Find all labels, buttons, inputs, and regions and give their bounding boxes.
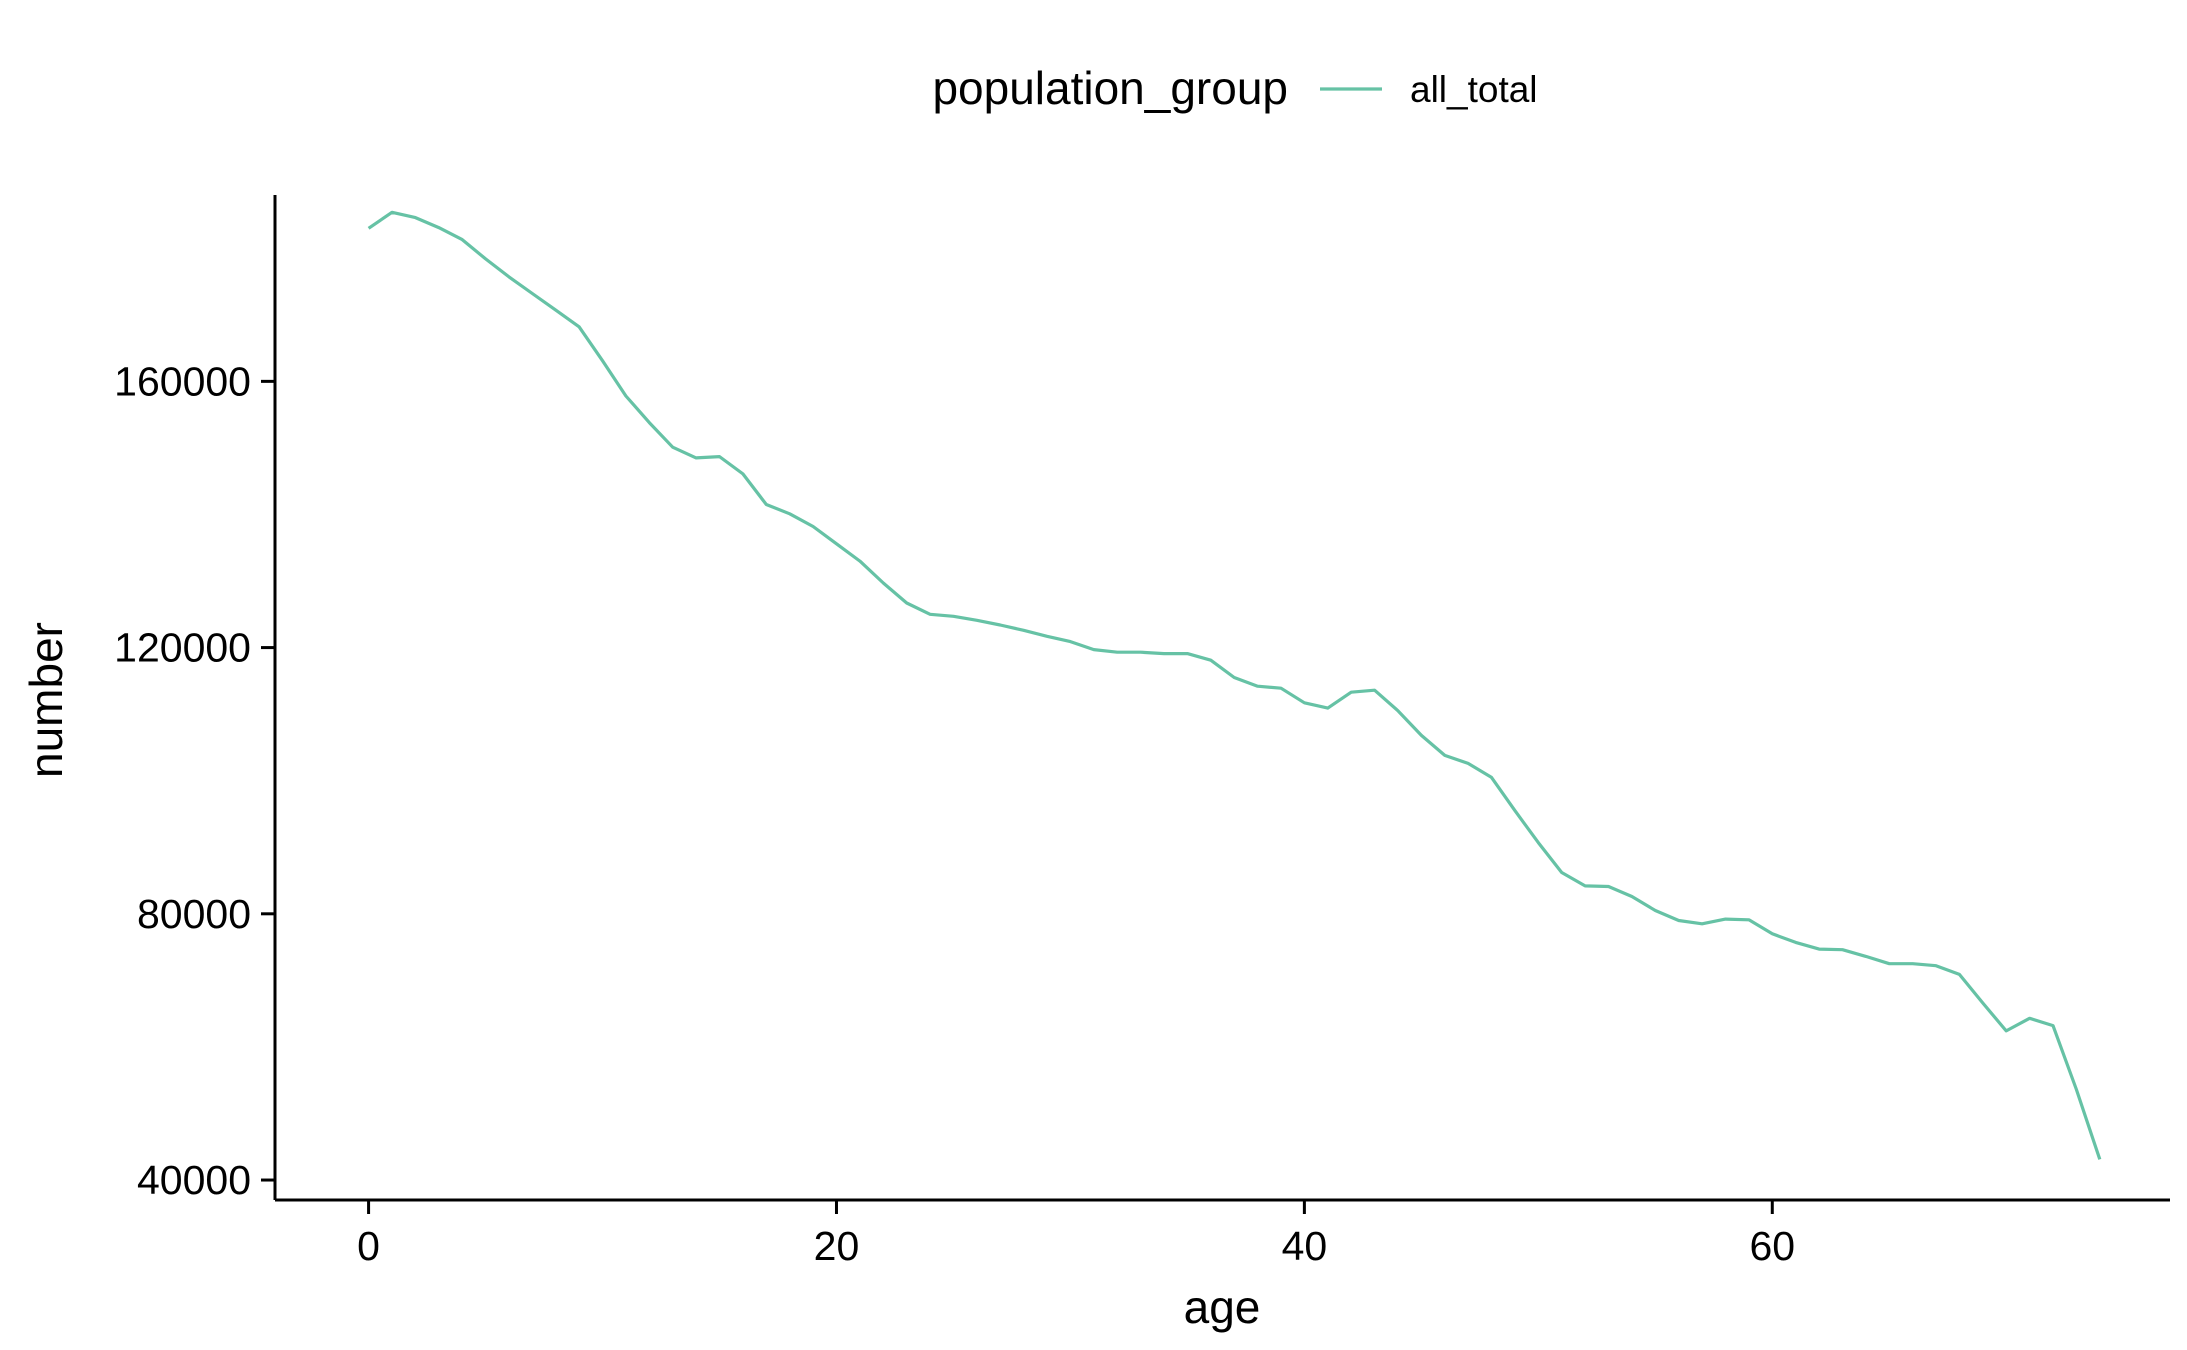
legend: population_group all_total bbox=[932, 62, 1537, 114]
x-axis-ticks: 0 20 40 60 bbox=[357, 1200, 1795, 1269]
x-tick-label: 40 bbox=[1282, 1223, 1328, 1269]
plot-area bbox=[367, 210, 2102, 1160]
series-line-all-total bbox=[367, 210, 2102, 1160]
x-tick-label: 0 bbox=[357, 1223, 380, 1269]
y-axis-ticks: 40000 80000 120000 160000 bbox=[114, 358, 275, 1203]
legend-title: population_group bbox=[932, 62, 1288, 114]
x-tick-label: 20 bbox=[814, 1223, 860, 1269]
legend-label-all-total: all_total bbox=[1410, 69, 1538, 110]
y-axis-title: number bbox=[20, 622, 72, 778]
x-axis-title: age bbox=[1184, 1281, 1261, 1333]
y-tick-label: 80000 bbox=[137, 891, 251, 937]
x-tick-label: 60 bbox=[1749, 1223, 1795, 1269]
y-tick-label: 120000 bbox=[114, 625, 251, 671]
y-tick-label: 40000 bbox=[137, 1157, 251, 1203]
y-tick-label: 160000 bbox=[114, 358, 251, 404]
